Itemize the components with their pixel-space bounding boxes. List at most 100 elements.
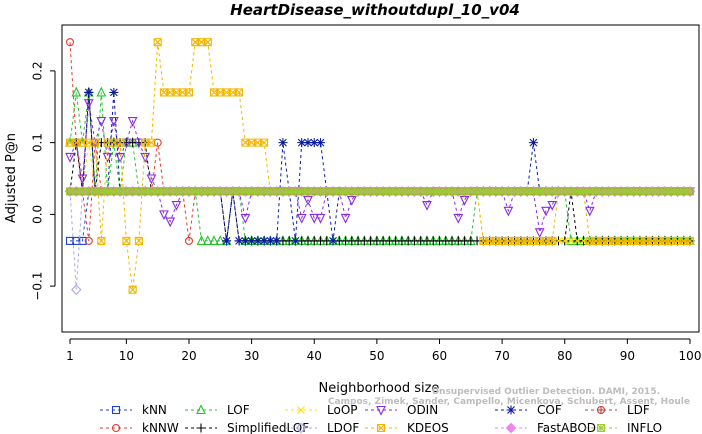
data-point [240, 213, 251, 224]
legend-marker [196, 404, 206, 415]
series-line [70, 92, 690, 242]
legend-label: LoOP [327, 403, 358, 417]
y-tick-label: −0.1 [31, 272, 45, 301]
legend-item-inflo: INFLO [585, 421, 662, 434]
data-point [115, 152, 125, 163]
legend-item-fastabod: FastABOD [495, 421, 596, 434]
data-point [171, 200, 182, 211]
legend-label: INFLO [627, 421, 662, 434]
x-tick-label: 70 [494, 349, 509, 363]
data-point [297, 138, 307, 148]
data-point [121, 138, 132, 149]
legend-item-simplifiedlof: SimplifiedLOF [185, 421, 309, 434]
data-point [685, 236, 695, 245]
legend-item-ldf: LDF [585, 403, 650, 417]
data-point [153, 38, 162, 47]
data-point [303, 138, 313, 148]
data-point [459, 195, 470, 206]
legend-label: COF [537, 403, 562, 417]
data-point [346, 195, 357, 206]
data-point [290, 236, 300, 246]
legend-marker [297, 406, 305, 414]
data-point [316, 138, 326, 148]
legend-item-lof: LOF [185, 403, 250, 417]
series-line [69, 103, 690, 233]
series-knn [65, 187, 695, 245]
data-point [96, 86, 107, 97]
series-line [69, 92, 690, 242]
data-point [77, 174, 88, 185]
plot-frame [61, 24, 700, 333]
legend-label: FastABOD [537, 421, 596, 434]
y-tick-label: 0.2 [31, 61, 45, 80]
legend-item-odin: ODIN [365, 403, 438, 417]
data-point [422, 200, 432, 211]
data-point [235, 88, 244, 97]
legend-marker [295, 422, 307, 434]
data-point [102, 152, 113, 163]
x-tick-label: 40 [307, 349, 322, 363]
x-tick-label: 50 [369, 349, 384, 363]
series-line [70, 41, 690, 290]
legend-item-knn: kNN [100, 403, 167, 417]
legend-marker [111, 423, 121, 433]
data-point [70, 284, 82, 295]
legend-label: KDEOS [407, 421, 449, 434]
data-point [127, 117, 138, 127]
chart-title: HeartDisease_withoutdupl_10_v04 [230, 1, 520, 19]
x-tick-label: 10 [119, 349, 134, 363]
x-tick-label: 100 [679, 349, 702, 363]
data-point [133, 138, 144, 149]
data-point [128, 285, 137, 294]
watermark-line-2: Campos, Zimek, Sander, Campello, Micenko… [328, 397, 690, 407]
data-point [547, 200, 558, 211]
legend-label: kNNW [142, 421, 179, 434]
data-point [71, 86, 82, 97]
series-knnw [65, 38, 695, 245]
legend-marker [376, 405, 386, 416]
data-point [534, 228, 545, 239]
series-cof [65, 87, 695, 246]
legend-marker [506, 405, 516, 415]
data-point [573, 237, 582, 245]
data-point [265, 236, 275, 246]
legend-label: ODIN [407, 403, 438, 417]
data-point [146, 174, 157, 185]
legend-marker [505, 422, 517, 434]
data-point [567, 237, 575, 245]
x-tick-label: 60 [432, 349, 447, 363]
data-point [147, 138, 156, 147]
legend-label: LDF [627, 403, 650, 417]
data-point [203, 38, 212, 47]
data-point [560, 237, 569, 245]
legend-marker [376, 423, 386, 433]
data-point [309, 138, 319, 148]
legend-item-loop: LoOP [285, 403, 358, 417]
data-point [234, 236, 244, 246]
legend-item-cof: COF [495, 403, 562, 417]
series-line [69, 92, 690, 242]
data-point [584, 206, 595, 217]
data-point [108, 117, 119, 127]
data-point [328, 236, 338, 246]
data-point [84, 87, 94, 97]
legend-marker [596, 423, 606, 433]
x-tick-label: 20 [181, 349, 196, 363]
data-point [503, 206, 514, 217]
data-point [222, 236, 232, 246]
data-point [315, 213, 326, 224]
x-tick-label: 90 [620, 349, 635, 363]
data-point [685, 187, 695, 196]
data-point [240, 236, 250, 246]
series-odin [65, 99, 695, 239]
data-point [96, 117, 107, 127]
data-point [541, 206, 551, 217]
data-point [209, 235, 219, 245]
series-inflo [65, 187, 695, 196]
data-point [309, 213, 320, 224]
legend-label: LOF [227, 403, 250, 417]
x-tick-label: 30 [244, 349, 259, 363]
data-point [84, 236, 93, 245]
data-point [91, 138, 100, 147]
data-point [134, 236, 143, 245]
